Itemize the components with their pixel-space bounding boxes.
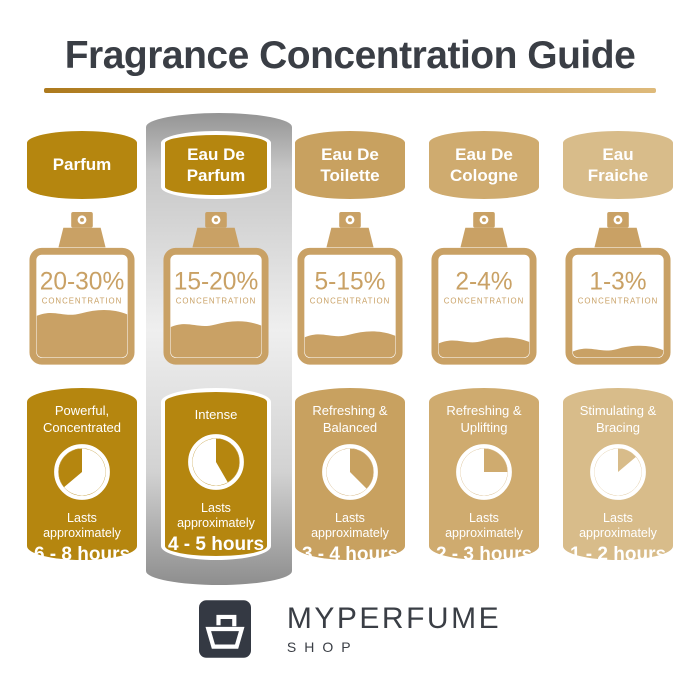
concentration-value: 15-20% (174, 268, 259, 295)
concentration-label: CONCENTRATION (42, 296, 123, 305)
columns-area: Parfum 20-30% CONCENTRATION Powerful, Co… (0, 112, 700, 585)
column-eau-fraiche: Eau Fraiche 1-3% CONCENTRATION Stimulati… (563, 130, 673, 565)
duration-value: 4 - 5 hours (167, 533, 265, 555)
liquid-fill (572, 345, 664, 358)
clock-wedge (618, 448, 636, 472)
page-title: Fragrance Concentration Guide (64, 34, 636, 77)
perfume-bottle-icon: 2-4% CONCENTRATION (431, 211, 537, 365)
character-description: Refreshing & Balanced (312, 402, 388, 435)
column-parfum: Parfum 20-30% CONCENTRATION Powerful, Co… (27, 130, 137, 565)
clock-icon (590, 443, 646, 500)
concentration-value: 5-15% (315, 268, 386, 295)
fragrance-name: Eau De Parfum (186, 144, 246, 185)
concentration-label: CONCENTRATION (578, 296, 659, 305)
lasts-label: Lasts approximately (579, 510, 657, 541)
concentration-value: 20-30% (40, 268, 125, 295)
clock-icon (322, 443, 378, 500)
clock-wedge (216, 438, 240, 483)
fragrance-name-badge: Eau De Parfum (161, 130, 271, 199)
concentration-label: CONCENTRATION (176, 296, 257, 305)
fragrance-name: Eau Fraiche (587, 144, 649, 185)
perfume-bottle-icon: 15-20% CONCENTRATION (163, 211, 269, 365)
lasts-label: Lasts approximately (311, 510, 389, 541)
clock-wedge (484, 448, 508, 472)
character-description: Refreshing & Uplifting (446, 402, 522, 435)
fragrance-name-badge: Eau De Cologne (429, 130, 539, 199)
character-description: Stimulating & Bracing (579, 402, 657, 435)
duration-card: Stimulating & Bracing Lasts approximatel… (563, 387, 673, 565)
duration-value: 2 - 3 hours (435, 544, 533, 565)
lasts-label: Lasts approximately (445, 510, 523, 541)
clock-wedge (350, 448, 374, 489)
brand-name: MYPERFUME (286, 602, 502, 636)
fragrance-name: Parfum (52, 155, 112, 175)
liquid-fill (304, 331, 396, 358)
concentration-value: 1-3% (589, 268, 646, 295)
character-description: Intense (194, 406, 238, 422)
liquid-fill (170, 321, 262, 358)
lasts-label: Lasts approximately (177, 500, 255, 531)
perfume-bottle-icon: 1-3% CONCENTRATION (565, 211, 671, 365)
fragrance-name-badge: Eau De Toilette (295, 130, 405, 199)
duration-value: 1 - 2 hours (569, 544, 667, 565)
duration-value: 6 - 8 hours (33, 544, 131, 565)
concentration-label: CONCENTRATION (310, 296, 391, 305)
title-underline (44, 87, 656, 93)
duration-card: Refreshing & Balanced Lasts approximatel… (295, 387, 405, 565)
lasts-label: Lasts approximately (43, 510, 121, 541)
duration-value: 3 - 4 hours (301, 544, 399, 565)
logo-text: MYPERFUME SHOP (287, 602, 501, 655)
header: Fragrance Concentration Guide (0, 34, 700, 93)
fragrance-name: Eau De Cologne (450, 144, 518, 185)
fragrance-name-badge: Eau Fraiche (563, 130, 673, 199)
character-description: Powerful, Concentrated (42, 402, 122, 435)
brand-footer: MYPERFUME SHOP (0, 600, 700, 658)
clock-icon (456, 443, 512, 500)
concentration-value: 2-4% (455, 268, 512, 295)
liquid-fill (36, 309, 128, 358)
perfume-bottle-icon: 5-15% CONCENTRATION (297, 211, 403, 365)
fragrance-name-badge: Parfum (27, 130, 137, 199)
concentration-label: CONCENTRATION (444, 296, 525, 305)
clock-icon (188, 433, 244, 490)
clock-icon (54, 443, 110, 500)
column-eau-de-toilette: Eau De Toilette 5-15% CONCENTRATION Refr… (295, 130, 405, 565)
duration-card: Powerful, Concentrated Lasts approximate… (27, 387, 137, 565)
perfume-bottle-icon: 20-30% CONCENTRATION (29, 211, 135, 365)
column-eau-de-parfum: Eau De Parfum 15-20% CONCENTRATION Inten… (161, 130, 271, 560)
myperfume-logo-icon (198, 600, 251, 658)
column-eau-de-cologne: Eau De Cologne 2-4% CONCENTRATION Refres… (429, 130, 539, 565)
brand-subtitle: SHOP (286, 639, 359, 656)
fragrance-name: Eau De Toilette (320, 144, 380, 185)
clock-wedge (58, 448, 82, 487)
duration-card: Intense Lasts approximately 4 - 5 hours (161, 387, 271, 560)
liquid-fill (438, 337, 530, 358)
duration-card: Refreshing & Uplifting Lasts approximate… (429, 387, 539, 565)
